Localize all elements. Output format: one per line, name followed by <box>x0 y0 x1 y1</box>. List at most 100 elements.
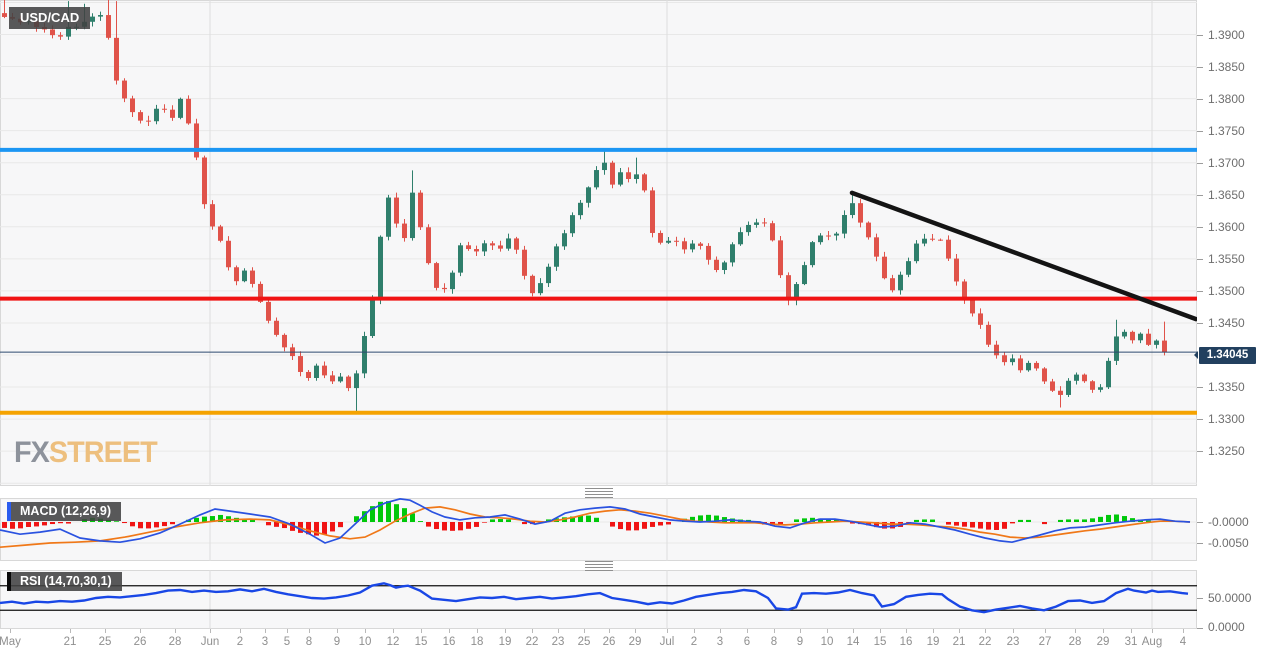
time-axis-tick <box>1045 629 1046 633</box>
symbol-text: USD/CAD <box>20 10 80 25</box>
axis-tick <box>1197 130 1203 132</box>
macd-axis-label: -0.0050 <box>1197 536 1269 550</box>
axis-tick <box>1197 387 1203 389</box>
time-axis-tick <box>287 629 288 633</box>
time-axis-label: 26 <box>602 636 616 648</box>
time-axis-label: May <box>0 636 21 648</box>
candlestick-chart[interactable] <box>0 0 1197 486</box>
time-axis-label: 10 <box>358 636 372 648</box>
price-axis[interactable]: 1.3900 1.3850 1.3800 1.3750 1.3700 1.3650 1.36… <box>1197 0 1269 655</box>
axis-tick <box>1197 163 1203 165</box>
time-axis-tick <box>933 629 934 633</box>
time-axis-label: 19 <box>498 636 512 648</box>
current-price-text: 1.34045 <box>1206 349 1249 361</box>
time-axis-tick <box>1183 629 1184 633</box>
rsi-chart[interactable] <box>0 570 1197 629</box>
rsi-accent-bar <box>7 572 11 591</box>
time-axis[interactable]: May 21 25 26 28 Jun 2 3 5 8 9 10 12 15 16 18 19 22 23 25 26 2… <box>0 629 1197 655</box>
watermark-street: STREET <box>48 436 158 469</box>
axis-tick <box>1197 543 1203 545</box>
price-axis-label: 1.3700 <box>1197 156 1269 170</box>
time-axis-tick <box>477 629 478 633</box>
axis-tick <box>1197 34 1203 36</box>
time-axis-tick <box>175 629 176 633</box>
time-axis-label: 21 <box>63 636 77 648</box>
time-axis-label: 25 <box>98 636 112 648</box>
axis-tick <box>1197 451 1203 453</box>
time-axis-label: Jun <box>200 636 220 648</box>
price-axis-label: 1.3300 <box>1197 412 1269 426</box>
time-axis-label: Aug <box>1141 636 1163 648</box>
time-axis-label: 28 <box>1068 636 1082 648</box>
time-axis-label: 18 <box>470 636 484 648</box>
macd-panel-canvas[interactable] <box>0 498 1197 561</box>
time-axis-tick <box>959 629 960 633</box>
time-axis-label: 19 <box>926 636 940 648</box>
time-axis-label: 16 <box>899 636 913 648</box>
price-axis-label: 1.3600 <box>1197 220 1269 234</box>
time-axis-label: 14 <box>846 636 860 648</box>
symbol-label: USD/CAD <box>9 7 91 29</box>
time-axis-label: 29 <box>628 636 642 648</box>
axis-tick <box>1197 66 1203 68</box>
time-axis-label: 26 <box>133 636 147 648</box>
time-axis-tick <box>1075 629 1076 633</box>
time-axis-label: 28 <box>168 636 182 648</box>
time-axis-label: Jul <box>659 636 675 648</box>
price-axis-label: 1.3850 <box>1197 60 1269 74</box>
time-axis-label: 8 <box>305 636 313 648</box>
price-axis-label: 1.3800 <box>1197 92 1269 106</box>
macd-chart[interactable] <box>0 498 1197 561</box>
time-axis-tick <box>774 629 775 633</box>
price-axis-label: 1.3500 <box>1197 284 1269 298</box>
time-axis-tick <box>720 629 721 633</box>
time-axis-label: 4 <box>1179 636 1187 648</box>
price-axis-label: 1.3750 <box>1197 124 1269 138</box>
time-axis-label: 22 <box>978 636 992 648</box>
time-axis-tick <box>985 629 986 633</box>
axis-tick <box>1197 259 1203 261</box>
axis-tick <box>1197 598 1203 600</box>
time-axis-label: 3 <box>716 636 724 648</box>
time-axis-label: 10 <box>820 636 834 648</box>
time-axis-label: 2 <box>236 636 244 648</box>
time-axis-label: 3 <box>261 636 269 648</box>
time-axis-tick <box>337 629 338 633</box>
time-axis-label: 9 <box>796 636 804 648</box>
time-axis-tick <box>105 629 106 633</box>
price-axis-label: 1.3450 <box>1197 316 1269 330</box>
time-axis-tick <box>421 629 422 633</box>
macd-label-text: MACD (12,26,9) <box>20 504 111 518</box>
time-axis-label: 2 <box>690 636 698 648</box>
time-axis-tick <box>70 629 71 633</box>
time-axis-tick <box>558 629 559 633</box>
time-axis-tick <box>667 629 668 633</box>
time-axis-label: 29 <box>1096 636 1110 648</box>
time-axis-tick <box>505 629 506 633</box>
time-axis-label: 23 <box>551 636 565 648</box>
axis-tick <box>1197 627 1203 629</box>
axis-tick <box>1197 522 1203 524</box>
panel-resize-handle-bottom[interactable] <box>585 561 613 571</box>
time-axis-tick <box>853 629 854 633</box>
time-axis-tick <box>1013 629 1014 633</box>
rsi-axis-label: 50.0000 <box>1197 591 1269 605</box>
price-chart-canvas[interactable] <box>0 0 1197 486</box>
rsi-panel-canvas[interactable] <box>0 570 1197 629</box>
time-axis-label: 5 <box>283 636 291 648</box>
axis-tick <box>1197 195 1203 197</box>
time-axis-label: 22 <box>525 636 539 648</box>
rsi-label-text: RSI (14,70,30,1) <box>20 574 112 588</box>
time-axis-tick <box>140 629 141 633</box>
time-axis-tick <box>747 629 748 633</box>
time-axis-tick <box>800 629 801 633</box>
axis-tick <box>1197 98 1203 100</box>
time-axis-tick <box>10 629 11 633</box>
panel-resize-handle-top[interactable] <box>585 488 613 498</box>
axis-tick <box>1197 291 1203 293</box>
time-axis-label: 15 <box>873 636 887 648</box>
time-axis-label: 8 <box>770 636 778 648</box>
price-axis-label: 1.3550 <box>1197 252 1269 266</box>
time-axis-tick <box>827 629 828 633</box>
